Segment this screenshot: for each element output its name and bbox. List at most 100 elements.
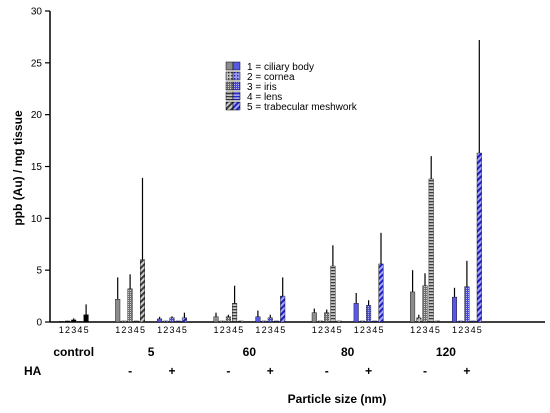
ha-label: +	[463, 364, 470, 378]
position-label: 4	[274, 325, 279, 335]
bar	[213, 316, 219, 323]
position-label: 3	[169, 325, 174, 335]
legend-item-trabecular-meshwork: 5 = trabecular meshwork	[225, 101, 358, 113]
position-label: 2	[318, 325, 323, 335]
position-label: 3	[268, 325, 273, 335]
bar	[225, 316, 231, 323]
bar	[452, 296, 458, 323]
legend-label: 2 = cornea	[247, 72, 295, 83]
bar	[77, 321, 83, 323]
bar	[64, 320, 70, 323]
position-label: 1	[312, 325, 317, 335]
y-tick-label: 25	[31, 58, 43, 69]
legend-swatch-minus	[225, 61, 234, 71]
legend-swatch-minus	[225, 91, 234, 101]
legend-swatch-plus	[232, 101, 241, 111]
y-tick-label: 0	[36, 318, 42, 329]
y-tick-label: 15	[31, 162, 43, 173]
position-label: 4	[232, 325, 237, 335]
position-label: 2	[360, 325, 365, 335]
position-label: 5	[280, 325, 285, 335]
bar	[458, 320, 464, 323]
position-label: 1	[255, 325, 260, 335]
position-label: 1	[157, 325, 162, 335]
legend-label: 3 = iris	[247, 82, 277, 93]
particle-size-label: 5	[148, 345, 155, 359]
position-label: 2	[163, 325, 168, 335]
position-label: 3	[324, 325, 329, 335]
bar	[470, 320, 476, 323]
position-label: 2	[458, 325, 463, 335]
bar	[169, 317, 175, 323]
x-axis-title: Particle size (nm)	[288, 392, 387, 406]
bar	[336, 320, 342, 323]
bar	[372, 320, 378, 323]
legend-swatch-plus	[232, 61, 241, 71]
bar	[434, 320, 440, 323]
y-tick-label: 30	[31, 7, 43, 18]
legend-swatch-plus	[232, 91, 241, 101]
bar	[121, 320, 127, 323]
bar	[163, 320, 169, 323]
legend-item-ciliary-body: 1 = ciliary body	[225, 61, 314, 73]
legend-item-cornea: 2 = cornea	[225, 71, 295, 83]
position-label: 3	[128, 325, 133, 335]
ha-label: -	[226, 364, 230, 378]
y-tick-label: 10	[31, 214, 43, 225]
bar	[280, 295, 286, 323]
position-label: 5	[238, 325, 243, 335]
ha-label: -	[128, 364, 132, 378]
ha-row-label: HA	[24, 364, 42, 378]
bar	[324, 312, 330, 323]
bar	[83, 314, 89, 323]
position-label: 1	[213, 325, 218, 335]
y-tick-label: 20	[31, 110, 43, 121]
bar	[378, 263, 384, 323]
position-label: 4	[330, 325, 335, 335]
bar	[359, 320, 365, 323]
bar	[232, 303, 238, 323]
bar	[267, 317, 273, 323]
bar	[318, 320, 324, 323]
bar	[219, 320, 225, 323]
position-label: 5	[378, 325, 383, 335]
legend: 1 = ciliary body 2 = cornea 3 = iris 4 =…	[225, 61, 358, 113]
position-label: 4	[77, 325, 82, 335]
bar	[139, 259, 145, 323]
position-label: 4	[429, 325, 434, 335]
bars	[58, 40, 482, 323]
position-label: 3	[464, 325, 469, 335]
particle-size-label: 60	[243, 345, 257, 359]
bar	[422, 285, 428, 323]
bar	[366, 305, 372, 323]
legend-swatch-plus	[232, 71, 241, 81]
bar	[311, 312, 317, 323]
position-label: 3	[366, 325, 371, 335]
bar	[115, 298, 121, 323]
legend-label: 4 = lens	[247, 92, 282, 103]
position-label: 4	[471, 325, 476, 335]
position-label: 5	[477, 325, 482, 335]
position-label: 1	[410, 325, 415, 335]
position-label: 5	[182, 325, 187, 335]
position-label: 5	[84, 325, 89, 335]
legend-swatch-minus	[225, 71, 234, 81]
position-label: 2	[416, 325, 421, 335]
ha-label: -	[325, 364, 329, 378]
position-label: 3	[226, 325, 231, 335]
particle-size-label: 80	[341, 345, 355, 359]
bar	[157, 318, 163, 323]
y-axis-title: ppb (Au) / mg tissue	[11, 110, 25, 226]
position-label: 3	[71, 325, 76, 335]
bar	[410, 291, 416, 323]
bar	[58, 321, 64, 323]
bar	[416, 317, 422, 323]
bar	[238, 320, 244, 323]
position-label: 4	[176, 325, 181, 335]
bar	[330, 265, 336, 323]
legend-item-lens: 4 = lens	[225, 91, 282, 103]
position-label: 5	[435, 325, 440, 335]
